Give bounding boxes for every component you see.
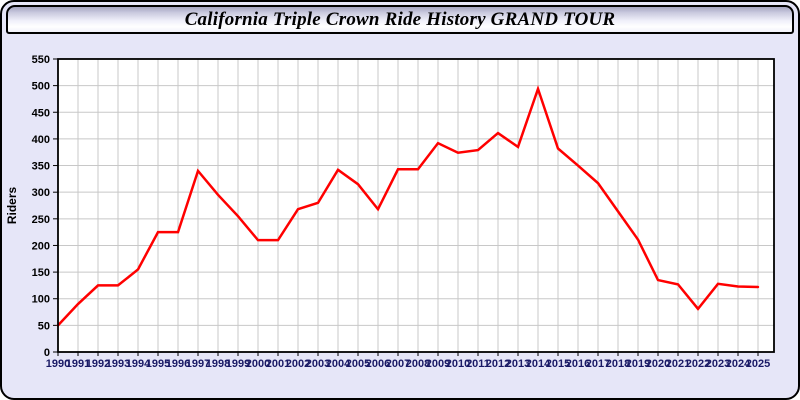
y-tick-label: 300 <box>32 187 50 199</box>
x-tick-label: 1996 <box>166 358 190 370</box>
x-tick-label: 2008 <box>406 358 430 370</box>
x-tick-label: 1998 <box>206 358 230 370</box>
x-tick-label: 2012 <box>486 358 510 370</box>
plot-area <box>58 59 774 352</box>
x-tick-label: 2001 <box>266 358 290 370</box>
y-tick-label: 250 <box>32 214 50 226</box>
y-tick-label: 550 <box>32 54 50 66</box>
x-tick-label: 2016 <box>566 358 590 370</box>
x-tick-label: 2013 <box>506 358 530 370</box>
y-tick-label: 50 <box>38 320 50 332</box>
x-tick-label: 2023 <box>706 358 730 370</box>
x-tick-label: 1995 <box>146 358 170 370</box>
x-tick-label: 1994 <box>126 358 151 370</box>
x-tick-label: 2009 <box>426 358 450 370</box>
y-axis-tick-labels: 0 50 100 150 200 250 300 350 400 450 500 550 <box>32 54 50 359</box>
x-tick-label: 2007 <box>386 358 410 370</box>
x-tick-label: 1992 <box>86 358 110 370</box>
chart-title-bar: California Triple Crown Ride History GRA… <box>6 5 794 34</box>
x-axis-tick-labels: 1990199119921993199419951996199719981999… <box>46 358 770 370</box>
y-tick-label: 0 <box>44 347 50 359</box>
x-tick-label: 2021 <box>666 358 690 370</box>
y-tick-label: 400 <box>32 134 50 146</box>
x-tick-label: 2018 <box>606 358 630 370</box>
x-tick-label: 1999 <box>226 358 250 370</box>
y-axis-title: Riders <box>5 187 19 225</box>
x-tick-label: 2019 <box>626 358 650 370</box>
x-tick-label: 2004 <box>326 358 351 370</box>
x-tick-label: 1993 <box>106 358 130 370</box>
x-tick-label: 2020 <box>646 358 670 370</box>
x-tick-label: 2005 <box>346 358 370 370</box>
x-tick-label: 2011 <box>466 358 490 370</box>
x-tick-label: 1991 <box>66 358 90 370</box>
gridlines <box>58 59 774 352</box>
x-tick-label: 2000 <box>246 358 270 370</box>
plot-frame <box>57 58 775 353</box>
chart-title: California Triple Crown Ride History GRA… <box>184 9 616 30</box>
x-tick-label: 2006 <box>366 358 390 370</box>
x-tick-label: 2015 <box>546 358 570 370</box>
x-tick-label: 2003 <box>306 358 330 370</box>
x-tick-label: 2017 <box>586 358 610 370</box>
series-line-riders <box>56 84 760 327</box>
y-tick-label: 500 <box>32 81 50 93</box>
x-tick-label: 1997 <box>186 358 210 370</box>
y-tick-label: 450 <box>32 107 50 119</box>
y-tick-label: 100 <box>32 294 50 306</box>
y-tick-label: 350 <box>32 161 50 173</box>
x-tick-label: 2024 <box>726 358 751 370</box>
x-tick-label: 1990 <box>46 358 70 370</box>
x-tick-label: 2002 <box>286 358 310 370</box>
x-tick-label: 2022 <box>686 358 710 370</box>
x-tick-label: 2014 <box>526 358 551 370</box>
x-tick-label: 2010 <box>446 358 470 370</box>
y-tick-label: 200 <box>32 240 50 252</box>
y-tick-label: 150 <box>32 267 50 279</box>
x-tick-label: 2025 <box>746 358 770 370</box>
